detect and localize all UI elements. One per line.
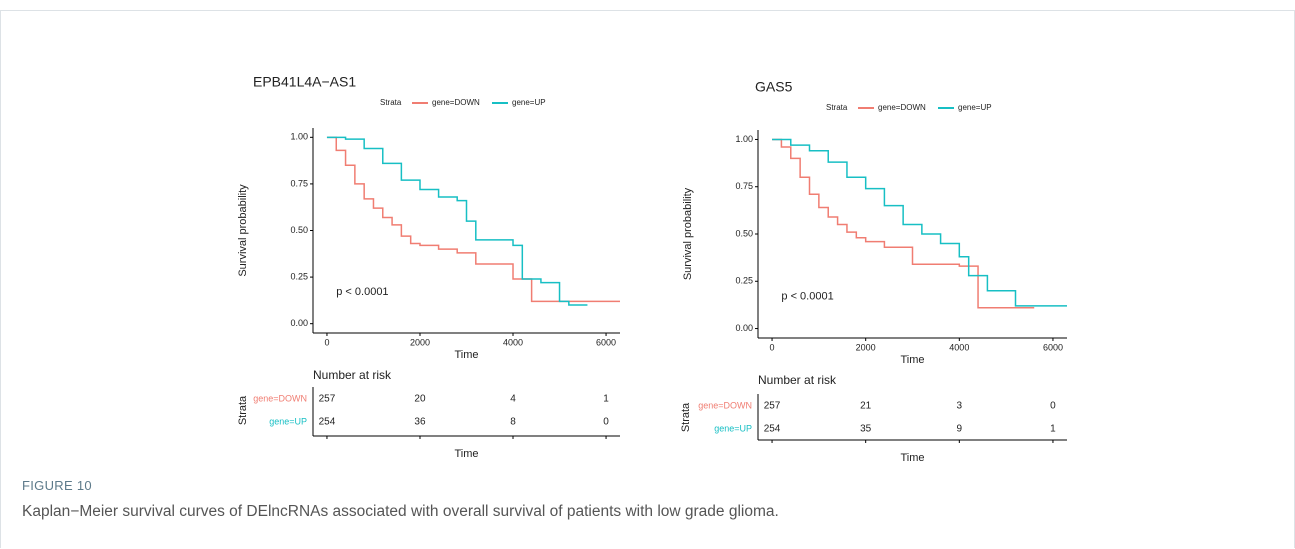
risk-count: 20 [414, 394, 426, 405]
x-tick-label: 4000 [949, 342, 969, 352]
p-value: p < 0.0001 [336, 286, 388, 298]
risk-table-ylabel: Strata [237, 395, 249, 425]
risk-row-label: gene=UP [269, 416, 307, 426]
legend-title: Strata [826, 103, 848, 112]
risk-table-ylabel: Strata [680, 402, 692, 432]
risk-count: 0 [603, 417, 609, 428]
risk-row-label: gene=UP [714, 423, 752, 433]
legend-label: gene=UP [958, 103, 992, 112]
risk-count: 1 [1050, 424, 1056, 435]
x-tick-label: 2000 [410, 337, 430, 347]
survival-curve [772, 138, 1067, 307]
risk-x-label: Time [454, 448, 478, 460]
y-axis-label: Survival probability [682, 187, 694, 280]
y-tick-label: 1.00 [290, 132, 308, 142]
x-tick-label: 6000 [1043, 342, 1063, 352]
legend-label: gene=DOWN [432, 98, 480, 107]
y-tick-label: 0.25 [290, 271, 308, 281]
figure-label: FIGURE 10 [22, 478, 92, 493]
risk-table-title: Number at risk [313, 368, 392, 382]
risk-count: 3 [957, 401, 963, 412]
risk-count: 36 [414, 417, 426, 428]
y-tick-label: 0.25 [735, 276, 753, 286]
survival-curve [772, 138, 1035, 309]
chart-title: EPB41L4A−AS1 [253, 74, 356, 90]
legend-label: gene=UP [512, 98, 546, 107]
risk-count: 8 [510, 417, 516, 428]
risk-count: 254 [319, 417, 336, 428]
x-axis-label: Time [454, 349, 478, 361]
legend-label: gene=DOWN [878, 103, 926, 112]
survival-curve [326, 136, 620, 303]
risk-count: 257 [319, 394, 336, 405]
y-tick-label: 0.75 [290, 178, 308, 188]
x-tick-label: 2000 [856, 342, 876, 352]
x-tick-label: 0 [770, 342, 775, 352]
y-tick-label: 0.00 [735, 323, 753, 333]
risk-count: 1 [603, 394, 609, 405]
risk-count: 257 [764, 401, 781, 412]
y-tick-label: 0.50 [290, 225, 308, 235]
risk-count: 21 [860, 401, 872, 412]
x-tick-label: 0 [324, 337, 329, 347]
y-axis-label: Survival probability [237, 184, 249, 277]
x-tick-label: 4000 [503, 337, 523, 347]
risk-count: 254 [764, 424, 781, 435]
y-tick-label: 0.50 [735, 228, 753, 238]
x-tick-label: 6000 [596, 337, 616, 347]
risk-row-label: gene=DOWN [253, 393, 307, 403]
risk-count: 4 [510, 394, 516, 405]
x-axis-label: Time [900, 354, 924, 366]
y-tick-label: 1.00 [735, 134, 753, 144]
risk-count: 35 [860, 424, 872, 435]
y-tick-label: 0.00 [290, 318, 308, 328]
risk-row-label: gene=DOWN [698, 400, 752, 410]
figure-caption: Kaplan−Meier survival curves of DElncRNA… [22, 503, 779, 520]
risk-count: 0 [1050, 401, 1056, 412]
legend-title: Strata [380, 98, 402, 107]
risk-x-label: Time [900, 452, 924, 464]
survival-curve [326, 136, 588, 306]
risk-count: 9 [957, 424, 963, 435]
risk-table-title: Number at risk [758, 373, 837, 387]
p-value: p < 0.0001 [781, 290, 833, 302]
y-tick-label: 0.75 [735, 181, 753, 191]
chart-title: GAS5 [755, 79, 793, 95]
